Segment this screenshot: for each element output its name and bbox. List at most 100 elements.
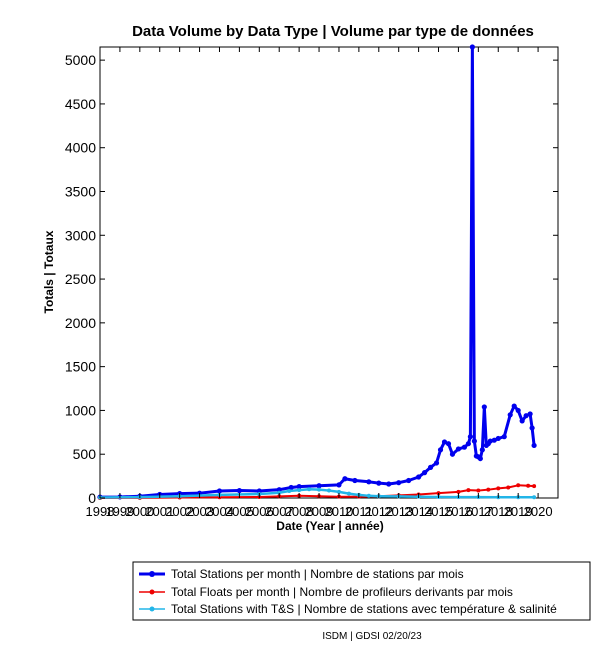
data-point-floats xyxy=(506,485,511,490)
y-tick-label: 4500 xyxy=(65,96,96,112)
data-point-stations xyxy=(386,481,392,487)
data-point-stations xyxy=(507,412,513,418)
series-line-stations xyxy=(99,45,536,499)
data-point-ts xyxy=(317,487,322,492)
x-tick-label: 2001 xyxy=(145,504,174,519)
data-point-ts xyxy=(297,488,302,493)
data-point-stations xyxy=(406,477,412,484)
x-tick-label: 2008 xyxy=(285,504,314,519)
legend-entry-ts: Total Stations with T&S | Nombre de stat… xyxy=(139,602,557,616)
x-tick-label: 2002 xyxy=(165,504,194,519)
data-point-stations xyxy=(342,476,348,482)
data-point-stations xyxy=(487,438,493,444)
data-point-stations xyxy=(316,483,322,489)
data-point-floats xyxy=(526,483,531,488)
series-line-ts xyxy=(99,487,535,499)
legend-label-stations: Total Stations per month | Nombre de sta… xyxy=(171,567,464,581)
data-point-stations xyxy=(481,404,487,410)
x-tick-label: 2015 xyxy=(424,504,453,519)
x-tick-label: 2004 xyxy=(205,504,234,519)
legend-label-ts: Total Stations with T&S | Nombre de stat… xyxy=(171,602,557,616)
data-point-stations xyxy=(416,474,422,480)
data-point-stations xyxy=(396,480,402,486)
data-point-stations xyxy=(445,441,452,447)
chart-title: Data Volume by Data Type | Volume par ty… xyxy=(132,23,534,40)
data-point-stations xyxy=(421,470,428,476)
data-point-stations xyxy=(471,438,477,444)
legend-box xyxy=(132,561,591,621)
data-point-stations xyxy=(352,477,358,484)
data-point-stations xyxy=(256,488,262,494)
data-point-floats xyxy=(516,483,521,488)
data-point-stations xyxy=(437,447,444,453)
data-point-floats xyxy=(476,488,481,493)
x-tick-label: 2006 xyxy=(245,504,274,519)
y-tick-label: 1000 xyxy=(65,402,96,418)
x-tick-label: 2019 xyxy=(504,504,533,519)
y-tick-label: 1500 xyxy=(65,359,96,375)
data-point-stations xyxy=(216,488,223,494)
data-point-floats xyxy=(532,484,537,489)
data-point-stations xyxy=(523,413,529,419)
x-tick-label: 2003 xyxy=(185,504,214,519)
series-ts xyxy=(98,487,537,500)
data-point-stations xyxy=(449,451,456,457)
legend-marker-stations xyxy=(149,571,155,577)
data-point-stations xyxy=(527,411,533,417)
data-point-stations xyxy=(469,44,475,50)
data-point-stations xyxy=(519,418,525,424)
x-tick-label: 2013 xyxy=(384,504,413,519)
data-point-stations xyxy=(433,460,440,466)
data-point-stations xyxy=(515,407,521,414)
x-axis: 1998199920002001200220032004200520062007… xyxy=(86,47,553,519)
y-tick-label: 5000 xyxy=(65,52,96,68)
y-axis-label: Totals | Totaux xyxy=(42,230,56,313)
x-tick-label: 1999 xyxy=(105,504,134,519)
x-tick-label: 2017 xyxy=(464,504,493,519)
data-point-floats xyxy=(466,488,471,493)
data-point-stations xyxy=(491,437,497,443)
x-tick-label: 2011 xyxy=(345,504,373,519)
data-point-stations xyxy=(529,425,535,431)
legend-entry-floats: Total Floats per month | Nombre de profi… xyxy=(139,585,513,599)
data-point-stations xyxy=(455,446,462,452)
x-tick-label: 2018 xyxy=(484,504,513,519)
data-point-stations xyxy=(236,487,242,494)
footer-credit: ISDM | GDSI 02/20/23 xyxy=(322,631,422,642)
data-point-stations xyxy=(531,442,537,449)
y-tick-label: 2000 xyxy=(65,315,96,331)
data-point-floats xyxy=(486,487,491,492)
data-point-stations xyxy=(427,464,434,470)
series-stations xyxy=(97,44,537,500)
legend: Total Stations per month | Nombre de sta… xyxy=(132,561,591,621)
y-tick-label: 500 xyxy=(73,446,97,462)
y-axis: 0 500 1000 1500 2000 2500 3000 3500 4000 4500 5000 xyxy=(65,52,558,506)
data-point-stations xyxy=(441,439,448,445)
data-point-stations xyxy=(336,482,342,488)
data-point-ts xyxy=(277,490,282,495)
data-point-stations xyxy=(477,455,483,462)
x-tick-label: 2009 xyxy=(305,504,334,519)
data-point-ts xyxy=(366,493,371,498)
legend-entry-stations: Total Stations per month | Nombre de sta… xyxy=(139,567,464,581)
data-point-stations xyxy=(376,480,382,486)
x-tick-label: 2005 xyxy=(225,504,254,519)
y-tick-label: 3000 xyxy=(65,227,96,243)
y-tick-label: 3500 xyxy=(65,183,96,199)
data-point-stations xyxy=(511,403,517,409)
legend-marker-ts xyxy=(149,606,155,612)
data-point-stations xyxy=(296,484,302,490)
data-point-stations xyxy=(366,479,372,485)
data-point-stations xyxy=(276,487,282,493)
series-layer xyxy=(97,44,537,500)
data-point-floats xyxy=(456,489,461,494)
data-point-stations xyxy=(479,447,485,453)
x-tick-label: 2010 xyxy=(324,504,353,519)
x-tick-label: 2000 xyxy=(125,504,154,519)
x-tick-label: 2016 xyxy=(444,504,473,519)
x-tick-label: 1998 xyxy=(86,504,115,519)
plot-frame xyxy=(99,46,559,499)
data-point-floats xyxy=(496,486,501,491)
x-tick-label: 2020 xyxy=(524,504,553,519)
